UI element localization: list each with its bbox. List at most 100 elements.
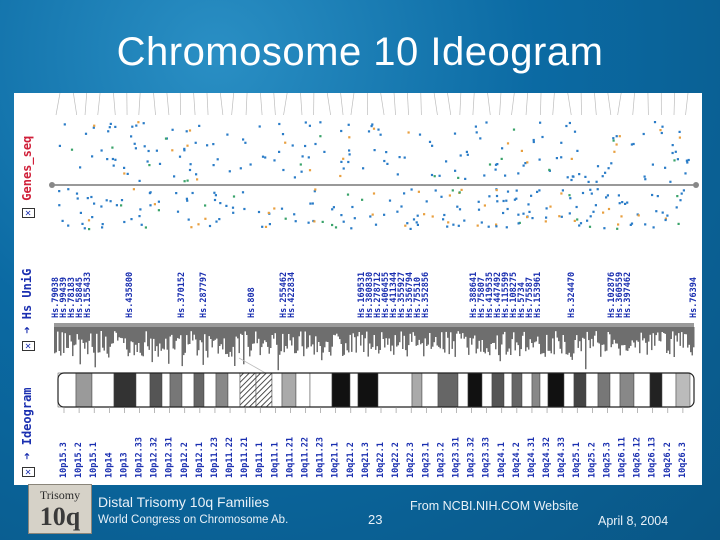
- unigene-label: Hs.278712: [373, 272, 383, 318]
- unigene-density-bar: [192, 327, 194, 341]
- gene-marker: [107, 130, 110, 133]
- unigene-density-bar: [501, 327, 503, 345]
- footer-line2: World Congress on Chromosome Ab.: [98, 514, 289, 526]
- gene-marker: [347, 123, 350, 126]
- unigene-density-bar: [538, 327, 540, 344]
- unigene-density-bar: [360, 327, 362, 346]
- gene-leader-line: [84, 93, 88, 116]
- unigene-density-bar: [337, 327, 339, 337]
- gene-marker: [612, 139, 615, 142]
- gene-marker: [545, 207, 548, 210]
- unigene-density-bar: [399, 327, 401, 343]
- gene-marker: [477, 208, 481, 211]
- gene-marker: [137, 121, 140, 124]
- gene-leader-line: [607, 93, 612, 116]
- gene-marker: [602, 211, 605, 214]
- unigene-density-bar: [415, 327, 417, 346]
- gene-marker: [398, 156, 401, 159]
- gene-leader-line: [283, 93, 288, 116]
- gene-marker: [232, 211, 235, 214]
- unigene-density-bar: [367, 327, 369, 357]
- unigene-density-bar: [91, 327, 93, 347]
- close-icon[interactable]: ✕: [22, 207, 35, 218]
- unigene-density-bar: [451, 327, 453, 349]
- close-icon[interactable]: ✕: [22, 340, 35, 351]
- gene-marker: [573, 130, 577, 133]
- gene-marker: [84, 132, 88, 135]
- gene-marker: [589, 215, 592, 218]
- unigene-density-bar: [609, 327, 611, 335]
- unigene-density-bar: [432, 327, 434, 347]
- ideogram-band: [531, 372, 541, 408]
- unigene-density-bar: [373, 327, 375, 335]
- gene-marker: [194, 141, 197, 144]
- unigene-density-bar: [637, 327, 639, 342]
- unigene-density-bar: [133, 327, 135, 356]
- unigene-density-bar: [582, 327, 584, 338]
- unigene-density-bar: [150, 327, 152, 339]
- close-icon[interactable]: ✕: [22, 466, 35, 477]
- gene-marker: [379, 133, 382, 136]
- unigene-density-bar: [195, 327, 197, 340]
- unigene-density-bar: [630, 327, 632, 346]
- gene-leader-line: [407, 93, 409, 116]
- gene-marker: [586, 219, 589, 222]
- unigene-label: Hs.808: [247, 287, 257, 318]
- unigene-density-bar: [597, 327, 599, 343]
- unigene-density-bar: [655, 327, 657, 336]
- unigene-density-bar: [489, 327, 491, 356]
- unigene-density-bar: [516, 327, 518, 343]
- arrow-right-icon[interactable]: ➜: [20, 326, 34, 334]
- gene-marker: [453, 132, 457, 135]
- gene-marker: [496, 200, 499, 203]
- gene-marker: [442, 218, 445, 221]
- gene-marker: [396, 210, 399, 213]
- gene-marker: [445, 160, 448, 163]
- gene-marker: [520, 149, 523, 152]
- gene-marker: [258, 125, 261, 128]
- gene-leader-line: [206, 93, 209, 116]
- logo-top-text: Trisomy: [39, 488, 81, 502]
- unigene-density-bar: [393, 327, 395, 355]
- gene-marker: [146, 160, 149, 163]
- gene-marker: [115, 204, 118, 207]
- unigene-density-bar: [622, 327, 624, 346]
- gene-marker: [155, 149, 158, 152]
- gene-leader-line: [273, 93, 276, 116]
- unigene-density-bar: [321, 327, 323, 361]
- unigene-density-bar: [444, 327, 446, 353]
- unigene-label: Hs.352856: [421, 272, 431, 318]
- unigene-density-bar: [271, 327, 273, 335]
- arrow-right-icon[interactable]: ➜: [20, 452, 34, 460]
- unigene-density-bar: [330, 327, 332, 356]
- unigene-density-bar: [474, 327, 476, 336]
- gene-marker: [506, 190, 510, 193]
- unigene-track-label: Hs UniG: [20, 268, 34, 320]
- unigene-density-bar: [631, 327, 633, 341]
- ideogram-band: [349, 372, 359, 408]
- unigene-density-bar: [627, 327, 629, 351]
- unigene-density-bar: [72, 327, 74, 357]
- unigene-density-bar: [411, 327, 413, 342]
- gene-marker: [454, 169, 457, 172]
- unigene-density-bar: [438, 327, 440, 347]
- gene-marker: [188, 168, 192, 172]
- gene-marker: [313, 190, 316, 193]
- unigene-density-bar: [475, 327, 477, 354]
- gene-marker: [496, 163, 499, 166]
- unigene-density-bar: [483, 327, 485, 352]
- gene-marker: [603, 227, 606, 230]
- gene-marker: [495, 225, 498, 228]
- gene-marker: [675, 206, 678, 209]
- unigene-density-bar: [70, 327, 72, 342]
- unigene-density-bar: [172, 327, 174, 349]
- gene-marker: [680, 192, 683, 195]
- unigene-density-bar: [606, 327, 608, 351]
- unigene-density-bar: [436, 327, 438, 346]
- ideogram-band: [675, 372, 691, 408]
- gene-marker: [123, 166, 126, 169]
- unigene-density-bar: [231, 327, 233, 357]
- ideogram-band: [135, 372, 151, 408]
- unigene-density-bar: [657, 327, 659, 333]
- gene-marker: [342, 167, 345, 170]
